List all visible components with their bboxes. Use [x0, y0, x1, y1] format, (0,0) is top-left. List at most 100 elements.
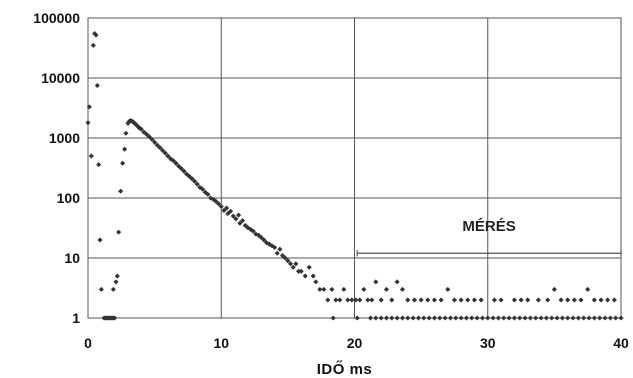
data-point — [298, 268, 304, 274]
data-point — [310, 273, 316, 279]
data-point — [485, 315, 491, 321]
data-point — [325, 297, 331, 303]
data-point — [474, 315, 480, 321]
plot-frame — [87, 17, 622, 319]
data-point — [93, 32, 99, 38]
data-point — [313, 279, 319, 285]
data-point — [479, 315, 485, 321]
data-point — [543, 315, 549, 321]
data-point — [85, 120, 91, 126]
data-point — [495, 315, 501, 321]
data-point — [333, 297, 339, 303]
data-point — [120, 160, 126, 166]
data-point — [122, 146, 128, 152]
data-point — [611, 297, 617, 303]
data-point — [337, 297, 343, 303]
y-tick-label: 100000 — [33, 10, 80, 26]
x-tick-label: 40 — [613, 335, 629, 351]
data-point — [453, 315, 459, 321]
data-point — [353, 297, 359, 303]
data-point — [205, 191, 211, 197]
data-point — [554, 315, 560, 321]
data-point — [591, 297, 597, 303]
data-point — [394, 315, 400, 321]
data-point — [149, 136, 155, 142]
data-point — [570, 315, 576, 321]
data-point — [463, 315, 469, 321]
data-point — [349, 297, 355, 303]
data-point — [383, 286, 390, 292]
data-point — [189, 176, 195, 182]
data-point — [317, 286, 323, 292]
data-point — [565, 315, 571, 321]
data-point — [445, 286, 451, 292]
gridlines — [87, 17, 622, 319]
data-point — [578, 297, 584, 303]
data-point — [113, 279, 119, 285]
data-point — [228, 208, 234, 214]
data-point — [302, 273, 308, 279]
data-point — [411, 297, 418, 303]
data-point — [330, 315, 336, 321]
data-point — [329, 286, 335, 292]
data-point — [152, 139, 158, 145]
data-point — [293, 261, 299, 267]
data-point — [511, 315, 517, 321]
data-point — [233, 216, 239, 222]
data-point — [527, 315, 533, 321]
data-point — [178, 165, 184, 172]
data-point — [285, 258, 291, 264]
data-point — [86, 104, 92, 110]
data-point — [426, 315, 432, 321]
data-point — [146, 134, 152, 140]
data-point — [157, 145, 163, 151]
data-point — [571, 297, 577, 303]
data-point — [110, 286, 116, 292]
data-point — [373, 315, 379, 321]
data-point — [357, 297, 363, 303]
data-point — [345, 297, 351, 303]
data-point — [425, 297, 431, 303]
x-tick-label: 30 — [480, 335, 496, 351]
data-point — [389, 297, 395, 303]
data-points — [85, 31, 624, 321]
data-point — [361, 286, 367, 292]
data-point — [365, 297, 371, 303]
data-point — [549, 315, 555, 321]
y-axis-tick-labels: 1 10 100 1000 10000 100000 — [33, 10, 80, 326]
data-point — [383, 315, 390, 321]
data-point — [586, 315, 592, 321]
data-point — [367, 315, 374, 321]
data-point — [415, 315, 422, 321]
data-point — [498, 297, 504, 303]
data-point — [378, 315, 384, 321]
data-point — [290, 264, 296, 270]
data-point — [218, 204, 224, 210]
data-point — [471, 297, 477, 303]
data-point — [585, 286, 591, 292]
data-point — [535, 297, 541, 303]
y-tick-label: 1000 — [49, 130, 80, 146]
data-point — [88, 153, 94, 159]
data-point — [90, 42, 96, 48]
data-point — [170, 158, 176, 164]
data-point — [237, 220, 243, 226]
data-point — [216, 201, 222, 207]
data-point — [123, 130, 129, 136]
data-point — [421, 315, 427, 321]
data-point — [373, 279, 379, 285]
data-point — [558, 297, 564, 303]
x-tick-label: 20 — [347, 335, 363, 351]
data-point — [522, 315, 528, 321]
data-point — [96, 162, 102, 168]
data-point — [341, 286, 347, 292]
data-point — [597, 315, 603, 321]
data-point — [116, 229, 122, 235]
data-point — [173, 160, 179, 166]
y-tick-label: 100 — [57, 190, 81, 206]
x-tick-label: 10 — [213, 335, 229, 351]
data-point — [94, 82, 100, 89]
y-tick-label: 10000 — [41, 70, 80, 86]
data-point — [224, 205, 230, 211]
data-point — [431, 297, 437, 303]
